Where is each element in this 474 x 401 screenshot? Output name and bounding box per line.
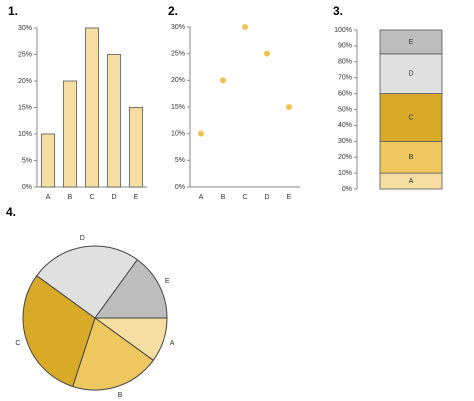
y-tick-label: 70% [338, 75, 352, 82]
segment-label: A [409, 178, 414, 185]
bar [63, 80, 77, 188]
chart-title: 3. [333, 4, 343, 18]
x-tick-label: E [287, 194, 292, 201]
x-tick-label: D [111, 194, 116, 201]
x-tick-label: A [199, 194, 204, 201]
y-tick-label: 90% [338, 43, 352, 50]
bar-segment [379, 140, 443, 174]
bar [85, 27, 99, 188]
y-tick-label: 20% [171, 77, 185, 84]
x-tick-label: D [264, 194, 269, 201]
x-tick-label: E [134, 194, 139, 201]
bar [41, 133, 55, 188]
y-tick-label: 0% [175, 184, 185, 191]
y-tick-label: 60% [338, 90, 352, 97]
x-tick-label: C [242, 194, 247, 201]
pie-label: D [80, 235, 85, 242]
x-tick-label: B [68, 194, 73, 201]
pie-label: E [165, 278, 170, 285]
pie-slice [72, 317, 154, 391]
bar [129, 107, 143, 188]
y-tick-label: 5% [175, 157, 185, 164]
y-tick-label: 10% [18, 131, 32, 138]
y-tick-label: 25% [18, 51, 32, 58]
chart-title: 2. [168, 4, 178, 18]
y-tick-label: 10% [338, 170, 352, 177]
x-tick-label: A [46, 194, 51, 201]
segment-label: D [408, 71, 413, 78]
y-tick-label: 20% [338, 154, 352, 161]
y-tick-label: 30% [18, 25, 32, 32]
scatter-point [286, 104, 292, 110]
pie-label: A [170, 340, 175, 347]
scatter-point [198, 130, 204, 137]
y-tick-label: 0% [22, 184, 32, 191]
chart-title: 1. [8, 4, 18, 18]
pie-label: B [118, 392, 123, 399]
bar [107, 54, 121, 188]
y-tick-label: 5% [22, 157, 32, 164]
scatter-point [242, 24, 248, 30]
chart-title: 4. [6, 205, 16, 219]
y-tick-label: 100% [334, 27, 352, 34]
y-tick-label: 10% [171, 131, 185, 138]
y-tick-label: 15% [171, 104, 185, 111]
pie-slice [94, 259, 168, 319]
segment-label: E [409, 39, 414, 46]
y-tick-label: 30% [171, 24, 185, 31]
pie-label: C [15, 340, 20, 347]
y-tick-label: 0% [342, 186, 352, 193]
segment-label: B [409, 154, 414, 161]
y-tick-label: 30% [338, 138, 352, 145]
y-tick-label: 40% [338, 122, 352, 129]
scatter-point [264, 50, 270, 57]
y-tick-label: 20% [18, 78, 32, 85]
y-tick-label: 15% [18, 104, 32, 111]
pie-slice [22, 274, 96, 388]
bar-segment [379, 29, 443, 55]
y-tick-label: 80% [338, 59, 352, 66]
y-tick-label: 25% [171, 51, 185, 58]
bar-segment [379, 93, 443, 142]
x-tick-label: C [89, 194, 94, 201]
scatter-point [220, 77, 226, 84]
bar-segment [379, 53, 443, 94]
segment-label: C [408, 114, 413, 121]
x-tick-label: B [221, 194, 226, 201]
pie-slice [36, 245, 139, 319]
y-tick-label: 50% [338, 106, 352, 113]
